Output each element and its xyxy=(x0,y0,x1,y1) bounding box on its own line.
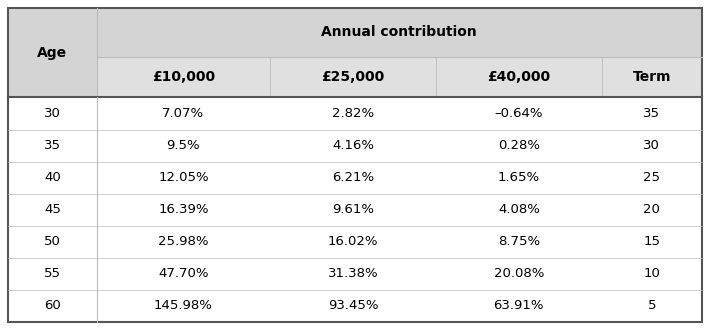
Text: 4.08%: 4.08% xyxy=(498,203,540,216)
Text: £25,000: £25,000 xyxy=(322,70,385,84)
Bar xyxy=(8,258,702,290)
Text: 8.75%: 8.75% xyxy=(498,235,540,248)
Text: 47.70%: 47.70% xyxy=(158,267,209,280)
Text: 63.91%: 63.91% xyxy=(493,299,544,313)
Text: 7.07%: 7.07% xyxy=(163,107,204,120)
Text: 145.98%: 145.98% xyxy=(154,299,213,313)
Text: –0.64%: –0.64% xyxy=(495,107,543,120)
Text: 15: 15 xyxy=(643,235,660,248)
Text: 6.21%: 6.21% xyxy=(332,171,374,184)
Bar xyxy=(8,226,702,258)
Text: 16.39%: 16.39% xyxy=(158,203,209,216)
Text: 30: 30 xyxy=(643,139,660,152)
Text: 35: 35 xyxy=(643,107,660,120)
Text: 9.5%: 9.5% xyxy=(167,139,200,152)
Text: 35: 35 xyxy=(44,139,61,152)
Text: 25.98%: 25.98% xyxy=(158,235,209,248)
Text: 40: 40 xyxy=(44,171,61,184)
Text: 10: 10 xyxy=(643,267,660,280)
Text: 20.08%: 20.08% xyxy=(493,267,544,280)
Bar xyxy=(8,8,97,97)
Text: £10,000: £10,000 xyxy=(152,70,215,84)
Text: 31.38%: 31.38% xyxy=(328,267,378,280)
Text: 60: 60 xyxy=(44,299,61,313)
Bar xyxy=(8,194,702,226)
Text: 1.65%: 1.65% xyxy=(498,171,540,184)
Bar xyxy=(8,162,702,194)
Text: 16.02%: 16.02% xyxy=(328,235,378,248)
Bar xyxy=(97,8,702,57)
Text: 0.28%: 0.28% xyxy=(498,139,540,152)
Text: Term: Term xyxy=(633,70,671,84)
Text: 30: 30 xyxy=(44,107,61,120)
Text: 55: 55 xyxy=(44,267,61,280)
Text: 20: 20 xyxy=(643,203,660,216)
Text: Age: Age xyxy=(38,46,67,60)
Text: 25: 25 xyxy=(643,171,660,184)
Bar xyxy=(8,97,702,130)
Text: 12.05%: 12.05% xyxy=(158,171,209,184)
Text: Annual contribution: Annual contribution xyxy=(322,25,477,39)
Text: 9.61%: 9.61% xyxy=(332,203,374,216)
Text: 2.82%: 2.82% xyxy=(332,107,374,120)
Text: 45: 45 xyxy=(44,203,61,216)
Text: 4.16%: 4.16% xyxy=(332,139,374,152)
Text: 93.45%: 93.45% xyxy=(328,299,378,313)
Bar xyxy=(97,57,702,97)
Bar xyxy=(8,130,702,162)
Text: 50: 50 xyxy=(44,235,61,248)
Bar xyxy=(8,290,702,322)
Text: £40,000: £40,000 xyxy=(487,70,550,84)
Text: 5: 5 xyxy=(648,299,656,313)
